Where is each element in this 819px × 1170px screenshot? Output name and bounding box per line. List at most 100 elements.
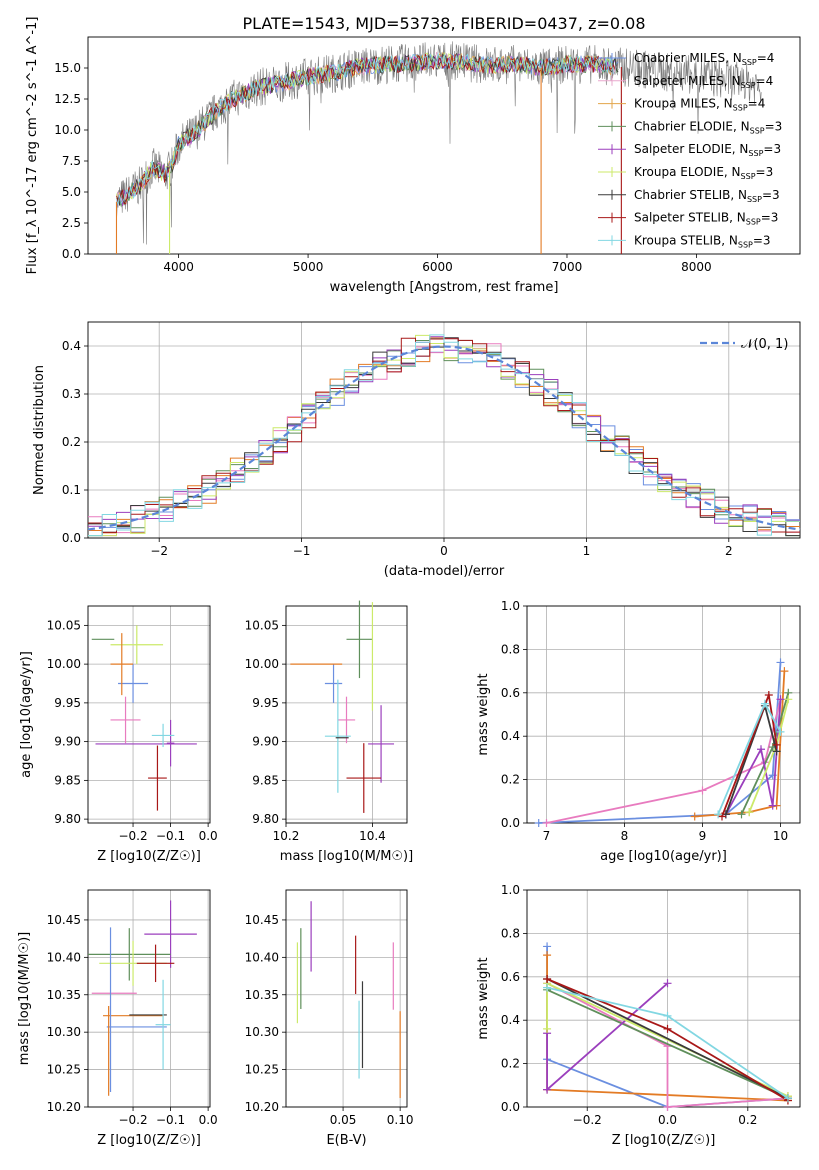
- mass-weight-line: [546, 982, 789, 1108]
- mass-weight-marker: [698, 786, 707, 795]
- y-tick-label: 15.0: [54, 61, 81, 75]
- y-tick-label: 10.05: [245, 618, 279, 632]
- y-tick-label: 10.20: [245, 1100, 279, 1114]
- x-tick-label: −2: [150, 544, 168, 558]
- y-tick-label: 0.4: [501, 1013, 520, 1027]
- y-tick-label: 1.0: [501, 599, 520, 613]
- error-bar-point: [88, 928, 171, 981]
- x-tick-label: −1: [293, 544, 311, 558]
- legend-model-name: Kroupa ELODIE, N: [634, 165, 741, 179]
- legend-model-name: Chabrier STELIB, N: [634, 188, 747, 202]
- legend-nssp: =3: [765, 119, 783, 133]
- error-bar-point: [136, 944, 175, 983]
- mass_vs_ebv-frame: [285, 889, 408, 1108]
- x-tick-label: 0.0: [199, 829, 218, 843]
- y-tick-label: 10.45: [245, 913, 279, 927]
- x-axis-label: E(B-V): [326, 1133, 366, 1148]
- y-tick-label: 10.20: [47, 1100, 81, 1114]
- error-bar-point: [337, 696, 356, 744]
- mass-weight-marker: [663, 979, 672, 988]
- y-tick-label: 1.0: [501, 883, 520, 897]
- x-tick-label: −0.2: [573, 1113, 602, 1127]
- x-tick-label: 8: [621, 829, 629, 843]
- mass-weight-marker: [760, 699, 769, 708]
- legend-subscript: SSP: [741, 81, 756, 90]
- x-axis-label: age [log10(age/yr)]: [600, 849, 727, 864]
- age_vs_mass-axes: 10.2 10.4 9.80 9.85 9.90 9.95 10.00 10.05 mass […: [245, 605, 413, 864]
- mass-weight-marker: [757, 745, 765, 754]
- y-axis-label: age [log10(age/yr)]: [19, 651, 34, 778]
- mass-weight-marker: [772, 740, 781, 749]
- x-tick-label: 0.0: [658, 1113, 677, 1127]
- mass-weight-marker: [543, 1024, 552, 1033]
- y-axis-label: mass weight: [476, 673, 491, 755]
- y-tick-label: 0.2: [62, 435, 81, 449]
- residuals-marks: 𝒩(0, 1): [87, 334, 801, 537]
- y-tick-label: 0.6: [501, 970, 520, 984]
- y-tick-label: 9.85: [252, 773, 279, 787]
- weight_vs_Z-axes: −0.2 0.0 0.2 0.0 0.2 0.4 0.6 0.8 1.0 Z [log10(Z/Z…: [476, 883, 801, 1148]
- error-bar-point: [166, 719, 175, 767]
- spectrum-legend: Chabrier MILES, NSSP=4 Salpeter MILES, NS…: [598, 51, 782, 249]
- y-tick-label: 10.45: [47, 913, 81, 927]
- x-tick-label: 0.2: [738, 1113, 757, 1127]
- x-axis-label: mass [log10(M/M☉)]: [280, 849, 413, 864]
- spectrum-frame: [87, 36, 801, 255]
- legend-subscript: SSP: [746, 218, 761, 227]
- mass-weight-marker: [543, 951, 552, 960]
- x-tick-label: 0.0: [199, 1113, 218, 1127]
- weight_vs_age-frame: [526, 605, 801, 824]
- y-tick-label: 0.0: [62, 531, 81, 545]
- legend-label: Salpeter MILES, NSSP=4: [634, 74, 773, 90]
- legend-nssp: =4: [756, 74, 774, 88]
- x-tick-label: 0: [440, 544, 448, 558]
- y-tick-label: 0.8: [501, 926, 520, 940]
- x-tick-label: 0.05: [330, 1113, 357, 1127]
- weight_vs_age-marks: [534, 658, 793, 827]
- mass-weight-marker: [764, 690, 773, 699]
- x-axis-label: Z [log10(Z/Z☉)]: [97, 1133, 201, 1148]
- x-tick-label: −0.2: [118, 829, 147, 843]
- legend-subscript: SSP: [733, 104, 748, 113]
- mass-weight-marker: [663, 1103, 672, 1111]
- legend-subscript: SSP: [750, 126, 765, 135]
- legend-label: 𝒩(0, 1): [741, 337, 788, 352]
- legend-label: Chabrier MILES, NSSP=4: [634, 51, 774, 67]
- error-bar-point: [346, 743, 382, 813]
- mass-weight-marker: [776, 695, 785, 704]
- error-bar-point: [110, 696, 141, 744]
- y-tick-label: 0.0: [501, 816, 520, 830]
- y-tick-label: 10.40: [47, 950, 81, 964]
- x-tick-label: 10.4: [359, 829, 386, 843]
- age_vs_mass-frame: [285, 605, 408, 824]
- mass-weight-marker: [737, 810, 746, 819]
- legend-nssp: =3: [753, 233, 771, 247]
- y-tick-label: 7.5: [62, 154, 81, 168]
- y-tick-label: 9.90: [252, 735, 279, 749]
- error-bar-point: [148, 745, 167, 811]
- y-tick-label: 0.0: [501, 1100, 520, 1114]
- residuals-frame: [87, 321, 801, 539]
- mass-weight-marker: [663, 1011, 672, 1020]
- mass_vs_Z-axes: −0.2 −0.1 0.0 10.20 10.25 10.30 10.35 10.40 10.4…: [17, 889, 218, 1148]
- legend-nssp: =3: [763, 142, 781, 156]
- legend-nssp: =3: [761, 211, 779, 225]
- y-tick-label: 10.35: [47, 988, 81, 1002]
- mass-weight-marker: [534, 819, 543, 827]
- legend-nssp: =3: [762, 188, 780, 202]
- y-tick-label: 10.25: [47, 1063, 81, 1077]
- y-tick-label: 0.6: [501, 686, 520, 700]
- y-tick-label: 10.00: [245, 657, 279, 671]
- x-tick-label: 10: [773, 829, 788, 843]
- legend-label: Chabrier ELODIE, NSSP=3: [634, 119, 782, 135]
- mass-weight-line: [546, 988, 789, 1100]
- legend-model-name: Kroupa STELIB, N: [634, 233, 738, 247]
- legend-label: Salpeter STELIB, NSSP=3: [634, 211, 778, 227]
- y-tick-label: 5.0: [62, 185, 81, 199]
- y-tick-label: 0.3: [62, 387, 81, 401]
- x-tick-label: −0.1: [156, 1113, 185, 1127]
- error-bar-point: [368, 705, 395, 783]
- y-tick-label: 2.5: [62, 216, 81, 230]
- mass-weight-marker: [714, 810, 723, 819]
